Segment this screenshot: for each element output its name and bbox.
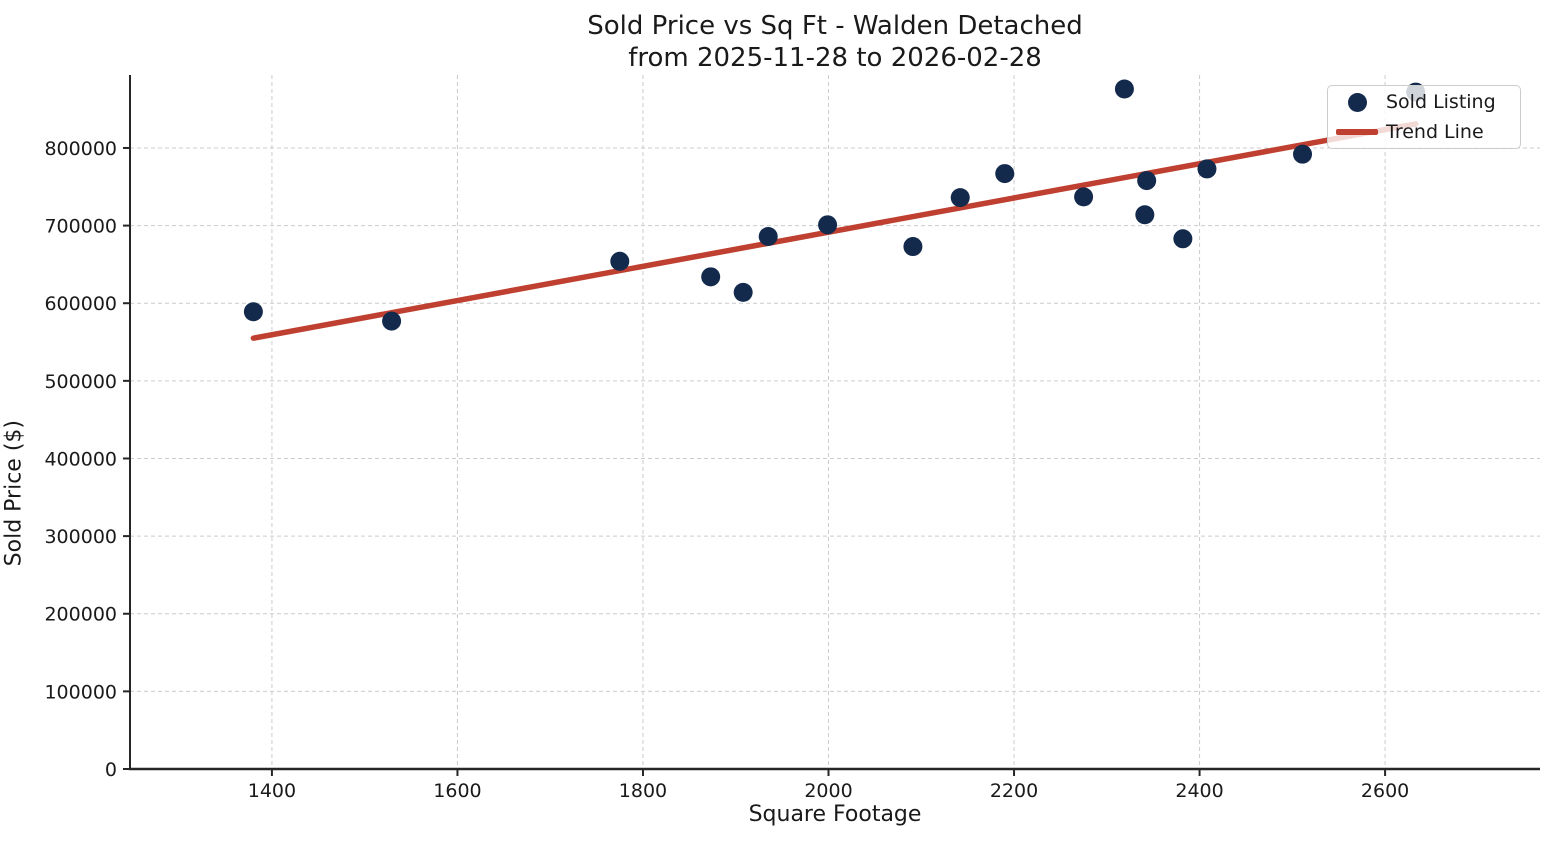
- x-tick-label: 2400: [1175, 780, 1223, 802]
- scatter-point: [903, 237, 923, 257]
- x-tick-label: 1600: [433, 780, 481, 802]
- y-tick-label: 700000: [44, 216, 117, 238]
- scatter-point: [1293, 144, 1313, 164]
- scatter-point: [1197, 159, 1217, 179]
- scatter-point: [1137, 171, 1157, 191]
- x-tick-label: 1400: [248, 780, 296, 802]
- scatter-point: [1173, 229, 1193, 249]
- scatter-point: [758, 226, 778, 246]
- scatter-point: [1074, 187, 1094, 207]
- y-axis-label-text: Sold Price ($): [1, 419, 26, 567]
- legend: Sold Listing Trend Line: [1327, 85, 1521, 149]
- scatter-point: [995, 164, 1015, 184]
- scatter-point: [382, 311, 402, 331]
- scatter-point: [818, 215, 838, 235]
- y-tick-label: 800000: [44, 138, 117, 160]
- scatter-point: [701, 267, 721, 287]
- scatter-point: [733, 282, 753, 302]
- legend-label-sold-listing: Sold Listing: [1386, 91, 1496, 113]
- y-tick-label: 100000: [44, 681, 117, 703]
- scatter-point: [1114, 79, 1134, 99]
- x-axis-label: Square Footage: [748, 802, 922, 827]
- legend-label-trend-line: Trend Line: [1386, 121, 1484, 143]
- scatter-point: [243, 302, 263, 322]
- sold-listing-marker-icon: [1347, 92, 1367, 112]
- legend-item-sold-listing: Sold Listing: [1328, 87, 1520, 117]
- scatter-point: [1135, 205, 1155, 225]
- y-tick-label: 0: [105, 759, 117, 781]
- x-tick-label: 1800: [619, 780, 667, 802]
- y-tick-label: 600000: [44, 293, 117, 315]
- y-tick-label: 500000: [44, 371, 117, 393]
- scatter-point: [610, 251, 630, 271]
- trend-line-marker-icon: [1336, 129, 1378, 135]
- y-tick-label: 300000: [44, 526, 117, 548]
- x-tick-label: 2200: [990, 780, 1038, 802]
- y-tick-label: 400000: [44, 448, 117, 470]
- x-tick-label: 2600: [1361, 780, 1409, 802]
- y-tick-label: 200000: [44, 604, 117, 626]
- scatter-point: [950, 188, 970, 208]
- legend-item-trend-line: Trend Line: [1328, 117, 1520, 147]
- chart-title: Sold Price vs Sq Ft - Walden Detached fr…: [130, 10, 1540, 74]
- chart-title-line1: Sold Price vs Sq Ft - Walden Detached: [587, 11, 1083, 41]
- chart-title-line2: from 2025-11-28 to 2026-02-28: [628, 43, 1042, 73]
- x-tick-label: 2000: [804, 780, 852, 802]
